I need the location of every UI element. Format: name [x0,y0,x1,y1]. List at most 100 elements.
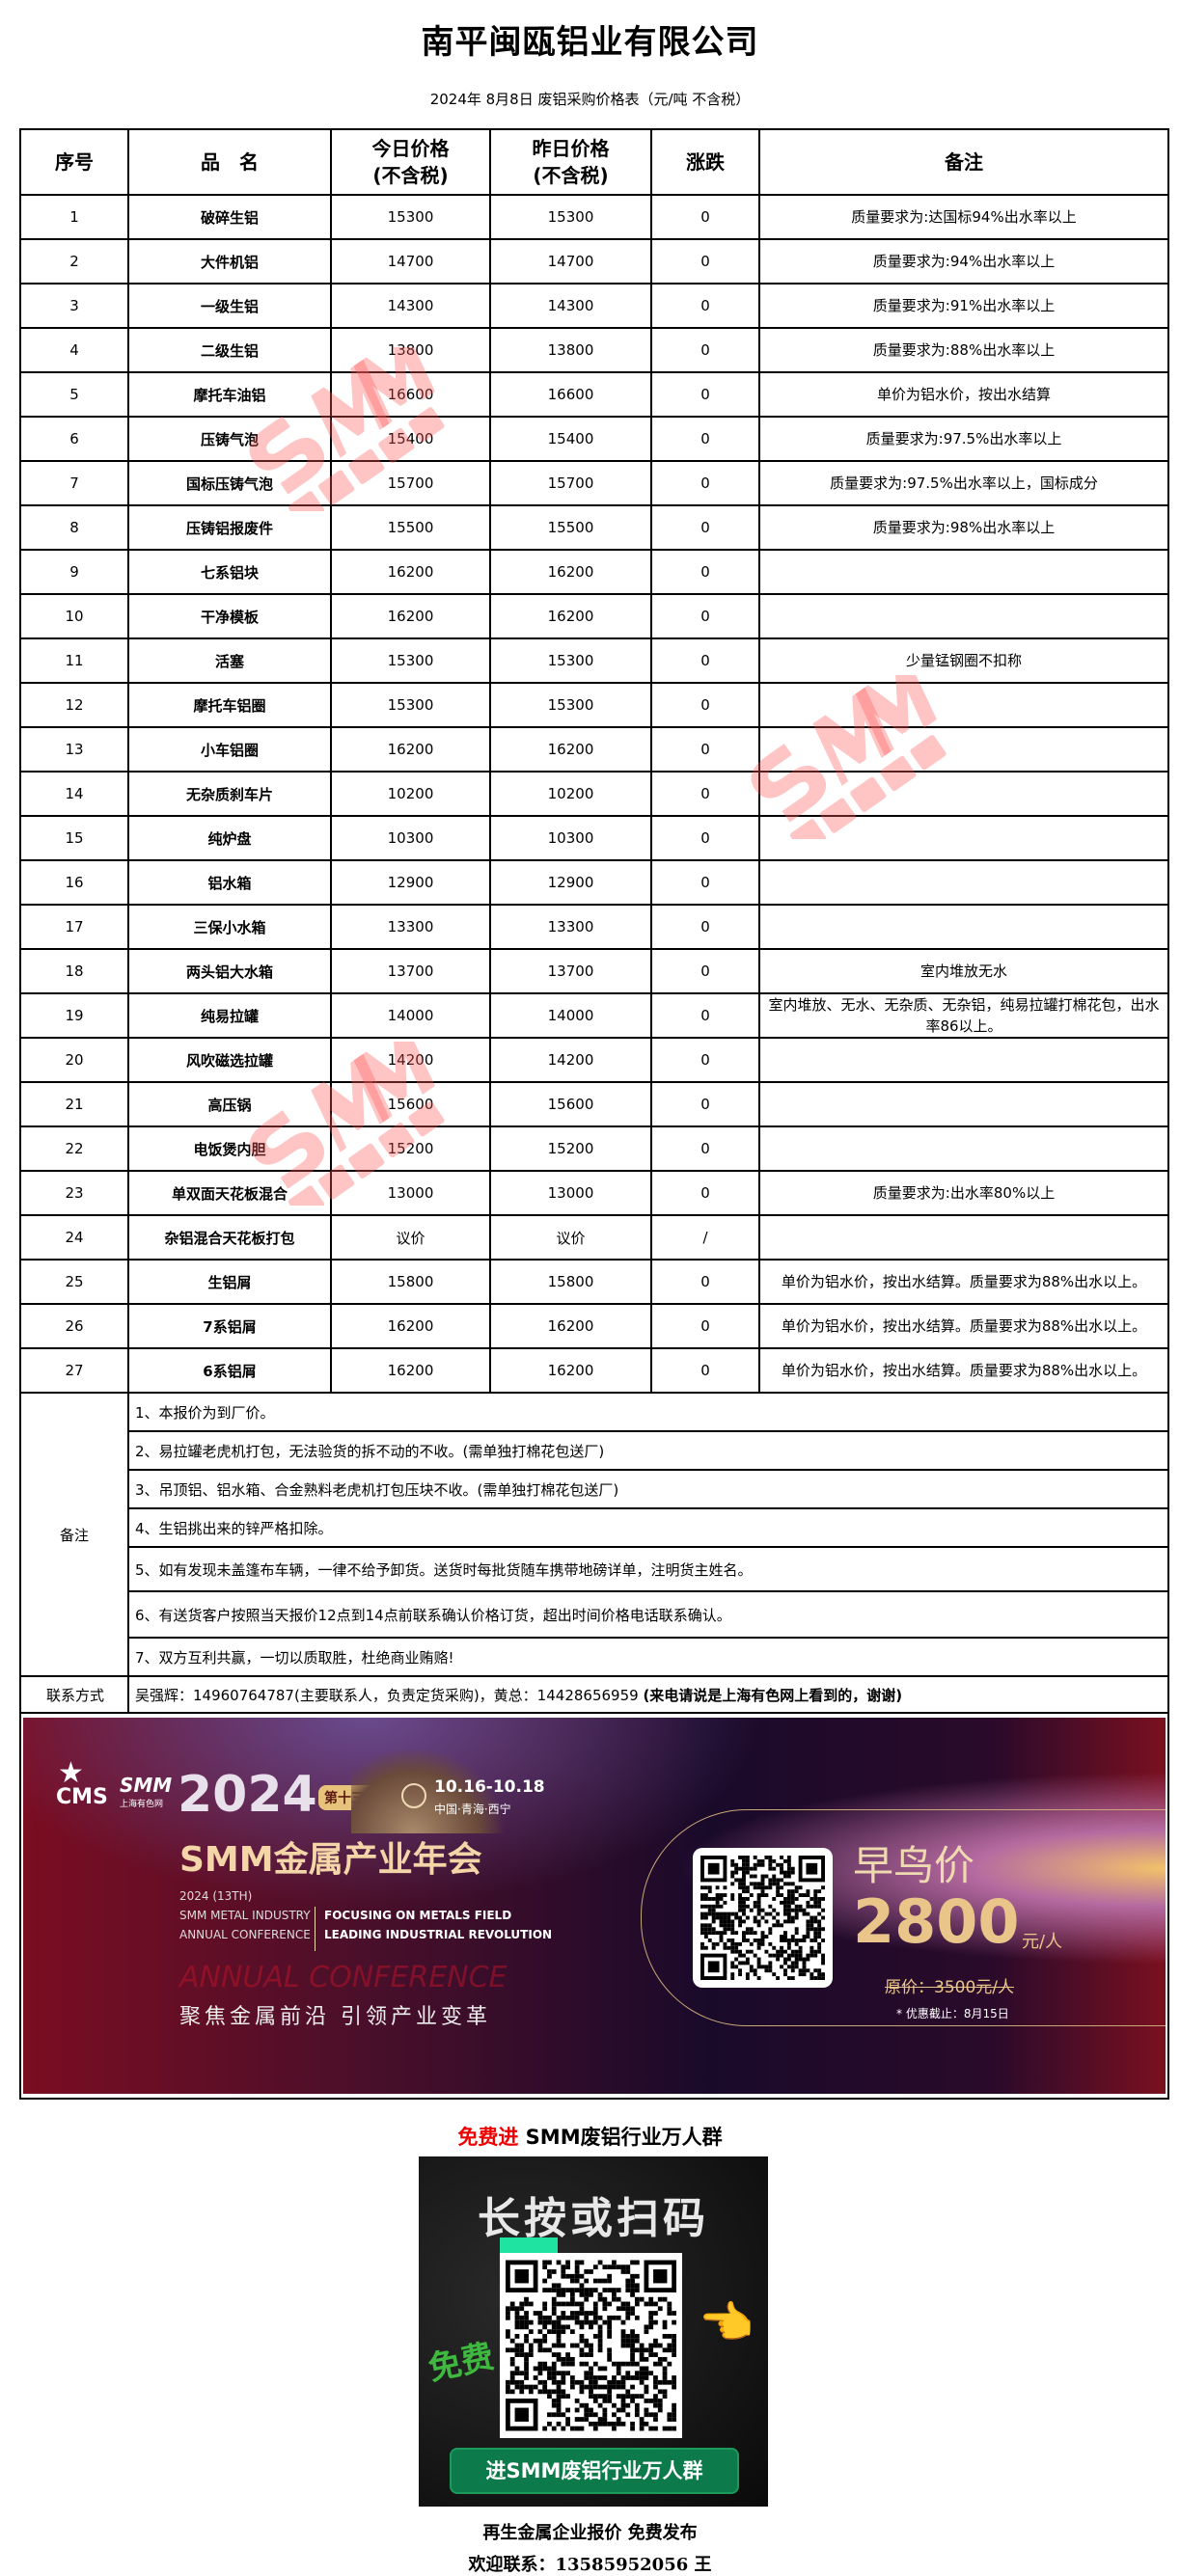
row-name: 压铸气泡 [127,416,332,462]
table-row: 6 压铸气泡 15400 15400 0 质量要求为:97.5%出水率以上 [19,416,1169,462]
note-row: 7、双方互利共赢，一切以质取胜，杜绝商业贿赂! [20,1637,1169,1677]
row-no: 23 [19,1170,129,1216]
note-row: 备注 1、本报价为到厂价。 [19,1392,1169,1677]
qr-code-pattern [700,1856,825,1980]
row-remark: 单价为铝水价，按出水结算。质量要求为88%出水以上。 [758,1259,1169,1305]
row-remark [758,1081,1169,1127]
row-change: 0 [650,327,760,373]
row-yesterday-price: 15300 [489,637,652,684]
row-remark [758,1125,1169,1172]
row-yesterday-price: 14300 [489,283,652,329]
row-change: 0 [650,371,760,418]
row-yesterday-price: 14700 [489,238,652,285]
row-today-price: 16200 [330,593,491,639]
note-row: 6、有送货客户按照当天报价12点到14点前联系确认价格订货，超出时间价格电话联系… [20,1590,1169,1639]
row-today-price: 15500 [330,504,491,551]
row-today-price: 14000 [330,992,491,1039]
col-header-change: 涨跌 [650,128,760,196]
original-price: 原价：3500元/人 [885,1978,1014,1997]
banner-en5: LEADING INDUSTRIAL REVOLUTION [324,1928,553,1941]
row-no: 14 [19,771,129,817]
row-today-price: 16600 [330,371,491,418]
banner-en1: 2024 (13TH) [179,1889,253,1903]
row-change: 0 [650,593,760,639]
row-no: 2 [19,238,129,285]
row-no: 26 [19,1303,129,1349]
row-yesterday-price: 12900 [489,859,652,906]
col-header-remark: 备注 [758,128,1169,196]
row-remark: 质量要求为:91%出水率以上 [758,283,1169,329]
banner-qr-code[interactable] [693,1848,833,1988]
row-remark [758,682,1169,728]
row-change: 0 [650,460,760,506]
banner-cell: ★ CMS SMM 上海有色网 2024 第十三届 10.16-10.18 中国… [19,1712,1169,2100]
row-yesterday-price: 15500 [489,504,652,551]
row-no: 25 [19,1259,129,1305]
row-today-price: 13800 [330,327,491,373]
group-qr-image[interactable]: 长按或扫码 免费 👈 进SMM废铝行业万人群 [419,2156,768,2507]
row-yesterday-price: 16600 [489,371,652,418]
row-today-price: 16200 [330,549,491,595]
join-group-button[interactable]: 进SMM废铝行业万人群 [450,2448,739,2494]
row-change: 0 [650,1125,760,1172]
row-today-price: 15800 [330,1259,491,1305]
row-name: 二级生铝 [127,327,332,373]
note-item: 4、生铝挑出来的锌严格扣除。 [127,1507,1169,1548]
row-change: 0 [650,504,760,551]
conference-banner[interactable]: ★ CMS SMM 上海有色网 2024 第十三届 10.16-10.18 中国… [23,1718,1166,2094]
group-name: SMM废铝行业万人群 [518,2126,723,2149]
contact-note: (来电请说是上海有色网上看到的，谢谢) [643,1686,903,1704]
row-name: 单双面天花板混合 [127,1170,332,1216]
col-header-name: 品 名 [127,128,332,196]
table-row: 9 七系铝块 16200 16200 0 [19,549,1169,595]
table-row: 1 破碎生铝 15300 15300 0 质量要求为:达国标94%出水率以上 [19,194,1169,240]
row-yesterday-price: 16200 [489,1347,652,1394]
row-yesterday-price: 议价 [489,1214,652,1261]
contact-info: 吴强辉：14960764787(主要联系人，负责定货采购)，黄总：1442865… [127,1675,1169,1714]
table-row: 15 纯炉盘 10300 10300 0 [19,815,1169,861]
early-bird-price: 2800 [853,1886,1020,1957]
row-today-price: 15600 [330,1081,491,1127]
row-yesterday-price: 10200 [489,771,652,817]
col-header-today: 今日价格 (不含税) [330,128,491,196]
col-header-today-l1: 今日价格 [371,137,450,160]
row-today-price: 15300 [330,637,491,684]
note-item: 2、易拉罐老虎机打包，无法验货的拆不动的不收。(需单独打棉花包送厂) [127,1430,1169,1471]
row-remark: 质量要求为:88%出水率以上 [758,327,1169,373]
row-change: 0 [650,992,760,1039]
row-change: 0 [650,1347,760,1394]
col-header-no: 序号 [19,128,129,196]
row-remark: 质量要求为:94%出水率以上 [758,238,1169,285]
row-today-price: 13700 [330,948,491,994]
row-change: 0 [650,859,760,906]
row-yesterday-price: 13700 [489,948,652,994]
row-today-price: 10200 [330,771,491,817]
row-name: 生铝屑 [127,1259,332,1305]
row-remark: 单价为铝水价，按出水结算。质量要求为88%出水以上。 [758,1303,1169,1349]
row-name: 一级生铝 [127,283,332,329]
row-remark: 室内堆放、无水、无杂质、无杂铝，纯易拉罐打棉花包，出水率86以上。 [758,992,1169,1039]
col-header-yesterday-l1: 昨日价格 [532,137,610,160]
row-name: 电饭煲内胆 [127,1125,332,1172]
row-remark [758,859,1169,906]
row-today-price: 16200 [330,1303,491,1349]
contact-text: 吴强辉：14960764787(主要联系人，负责定货采购)，黄总：1442865… [135,1686,644,1704]
row-remark [758,771,1169,817]
table-row: 24 杂铝混合天花板打包 议价 议价 / [19,1214,1169,1261]
group-qr-code[interactable] [500,2253,682,2438]
free-label: 免费进 [457,2126,519,2149]
table-row: 13 小车铝圈 16200 16200 0 [19,726,1169,773]
row-today-price: 14200 [330,1037,491,1083]
row-no: 20 [19,1037,129,1083]
row-name: 七系铝块 [127,549,332,595]
table-row: 7 国标压铸气泡 15700 15700 0 质量要求为:97.5%出水率以上，国标成分 [19,460,1169,506]
row-today-price: 13000 [330,1170,491,1216]
table-row: 10 干净模板 16200 16200 0 [19,593,1169,639]
row-name: 摩托车油铝 [127,371,332,418]
contact-row: 联系方式 吴强辉：14960764787(主要联系人，负责定货采购)，黄总：14… [19,1675,1169,1714]
table-row: 5 摩托车油铝 16600 16600 0 单价为铝水价，按出水结算 [19,371,1169,418]
row-change: 0 [650,1170,760,1216]
banner-year: 2024 [178,1766,317,1824]
row-no: 12 [19,682,129,728]
row-yesterday-price: 10300 [489,815,652,861]
